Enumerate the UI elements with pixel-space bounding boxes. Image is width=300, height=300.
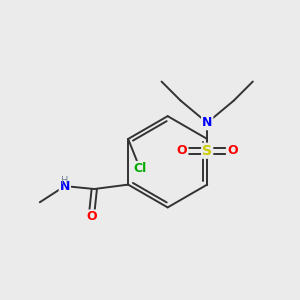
Text: N: N (60, 180, 70, 193)
Text: Cl: Cl (133, 162, 146, 175)
Text: S: S (202, 144, 212, 158)
Text: N: N (202, 116, 212, 129)
Text: O: O (177, 144, 188, 157)
Text: O: O (86, 211, 97, 224)
Text: O: O (227, 144, 238, 157)
Text: H: H (61, 176, 68, 186)
